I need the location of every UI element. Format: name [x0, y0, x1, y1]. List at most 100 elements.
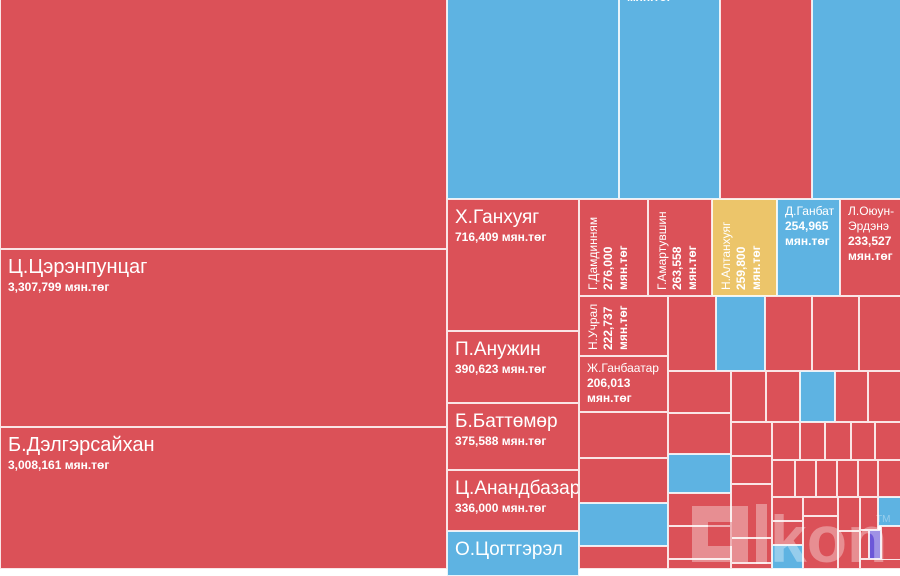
- treemap-cell[interactable]: [803, 516, 838, 569]
- cell-label: Н.Алтанхуяг 259,800 мян.төг: [719, 222, 764, 290]
- treemap-cell[interactable]: [772, 460, 795, 497]
- treemap-cell[interactable]: [579, 458, 668, 503]
- cell-value: 375,588 мян.төг: [455, 434, 547, 448]
- cell-value: 254,965: [785, 219, 829, 233]
- treemap-cell[interactable]: [835, 371, 868, 422]
- cell-label: Д.Ганбат 254,965 мян.төг: [785, 204, 839, 249]
- treemap-cell[interactable]: П.Анужин 390,623 мян.төг: [447, 331, 579, 403]
- treemap-cell[interactable]: [772, 521, 803, 545]
- cell-name: Н.Учрал: [586, 303, 600, 350]
- treemap-cell[interactable]: Б.Дэлгэрсайхан 3,008,161 мян.төг: [0, 427, 447, 569]
- treemap-cell[interactable]: [668, 413, 731, 454]
- treemap-cell[interactable]: [837, 460, 858, 497]
- treemap-cell[interactable]: [579, 503, 668, 546]
- cell-name: Х.Ганхуяг: [455, 207, 540, 228]
- treemap-cell[interactable]: 5,109,859 мян.төг: [0, 0, 447, 249]
- treemap-cell[interactable]: [668, 454, 731, 493]
- cell-unit: мян.төг: [616, 245, 630, 290]
- treemap-cell[interactable]: [860, 530, 869, 559]
- treemap-cell[interactable]: 853,240мян.төг: [720, 0, 812, 199]
- treemap-cell[interactable]: О.Цогтгэрэл: [447, 531, 579, 576]
- treemap-cell[interactable]: Л.Оюун-Эрдэнэ 233,527 мян.төг: [840, 199, 900, 296]
- treemap-cell[interactable]: [800, 371, 835, 422]
- treemap-cell[interactable]: [668, 371, 731, 413]
- cell-value: 263,558: [670, 246, 684, 290]
- cell-name: Н.Алтанхуяг: [719, 221, 733, 290]
- treemap-cell[interactable]: [858, 460, 878, 497]
- cell-value: 390,623 мян.төг: [455, 362, 547, 376]
- cell-value: 336,000 мян.төг: [455, 501, 547, 515]
- treemap-cell[interactable]: Б.Баттөмөр 375,588 мян.төг: [447, 403, 579, 470]
- treemap-cell[interactable]: [772, 422, 800, 460]
- treemap-cell[interactable]: [800, 422, 825, 460]
- treemap-cell[interactable]: [878, 497, 900, 526]
- treemap-cell[interactable]: [795, 460, 816, 497]
- treemap-cell[interactable]: [772, 497, 803, 521]
- cell-label: Г.Амартувшин 263,558 мян.төг: [655, 211, 700, 290]
- cell-name: О.Цогтгэрэл: [455, 539, 563, 560]
- cell-name: Л.Оюун-Эрдэнэ: [848, 204, 895, 233]
- treemap-cell[interactable]: [803, 497, 838, 516]
- treemap-cell[interactable]: Г.Амартувшин 263,558 мян.төг: [648, 199, 712, 296]
- cell-name: Г.Амартувшин: [655, 211, 669, 290]
- treemap-cell[interactable]: [772, 545, 803, 569]
- treemap-cell[interactable]: [765, 296, 812, 371]
- cell-value: 259,800: [734, 246, 748, 290]
- treemap-cell[interactable]: [731, 422, 772, 456]
- cell-value: 233,527: [848, 234, 892, 248]
- treemap-cell[interactable]: [716, 296, 765, 371]
- treemap-cell[interactable]: [579, 546, 668, 569]
- treemap-cell[interactable]: [825, 422, 851, 460]
- cell-unit: мян.төг: [848, 249, 893, 263]
- cell-label: Г.Дамдинням 276,000 мян.төг: [586, 217, 631, 290]
- treemap-cell[interactable]: Ц.Цэрэнпунцаг 3,307,799 мян.төг: [0, 249, 447, 427]
- treemap-cell[interactable]: [766, 371, 800, 422]
- cell-unit: мян.төг: [616, 305, 630, 350]
- cell-unit: мян.төг: [627, 0, 687, 5]
- treemap-cell[interactable]: [579, 412, 668, 458]
- cell-name: Д.Ганбат: [785, 204, 835, 218]
- cell-unit: мян.төг: [749, 245, 763, 290]
- cell-label: Б.Дэлгэрсайхан 3,008,161 мян.төг: [8, 434, 155, 473]
- treemap-cell[interactable]: Ц.Анандбазар 336,000 мян.төг: [447, 470, 579, 531]
- treemap-cell[interactable]: Н.Алтанхуяг 259,800 мян.төг: [712, 199, 777, 296]
- treemap-cell[interactable]: [731, 484, 772, 538]
- treemap-cell[interactable]: [860, 497, 878, 530]
- treemap-cell[interactable]: Г.Дамдинням 276,000 мян.төг: [579, 199, 648, 296]
- treemap-cell[interactable]: [859, 296, 900, 371]
- treemap-cell[interactable]: [878, 460, 900, 497]
- treemap-cell[interactable]: [731, 371, 766, 422]
- cell-unit: мян.төг: [587, 391, 632, 405]
- cell-label: Ц.Анандбазар 336,000 мян.төг: [455, 477, 578, 516]
- treemap-cell[interactable]: [816, 460, 837, 497]
- cell-name: П.Анужин: [455, 339, 541, 360]
- treemap-cell[interactable]: [869, 530, 881, 559]
- treemap-cell[interactable]: [731, 563, 772, 569]
- treemap-cell[interactable]: Х.Ганхуяг 716,409 мян.төг: [447, 199, 579, 331]
- treemap-cell[interactable]: Н.Учрал 222,737 мян.төг: [579, 296, 668, 356]
- treemap-cell[interactable]: [668, 493, 731, 526]
- treemap-cell[interactable]: 1,589,600 мян.төг: [447, 0, 619, 199]
- treemap-cell[interactable]: [875, 422, 900, 460]
- cell-name: Б.Дэлгэрсайхан: [8, 434, 155, 456]
- treemap-cell[interactable]: Д.Ганбат 254,965 мян.төг: [777, 199, 840, 296]
- treemap-cell[interactable]: Ж.Ганбаатар 206,013 мян.төг: [579, 356, 668, 412]
- treemap-cell[interactable]: [838, 531, 860, 569]
- cell-label: О.Цогтгэрэл: [455, 538, 563, 561]
- treemap-cell[interactable]: [668, 526, 731, 559]
- treemap-cell[interactable]: [881, 526, 900, 561]
- treemap-cell[interactable]: [731, 456, 772, 484]
- treemap-cell[interactable]: [668, 296, 716, 371]
- cell-value: 3,307,799 мян.төг: [8, 280, 110, 294]
- cell-value: 222,737: [601, 306, 615, 350]
- cell-name: Б.Баттөмөр: [455, 411, 558, 432]
- treemap-cell[interactable]: [851, 422, 875, 460]
- treemap-cell[interactable]: [731, 538, 772, 563]
- treemap-cell[interactable]: [838, 497, 860, 531]
- treemap-cell[interactable]: [868, 371, 900, 422]
- treemap-cell[interactable]: [812, 296, 859, 371]
- cell-label: Ж.Ганбаатар 206,013 мян.төг: [587, 361, 659, 406]
